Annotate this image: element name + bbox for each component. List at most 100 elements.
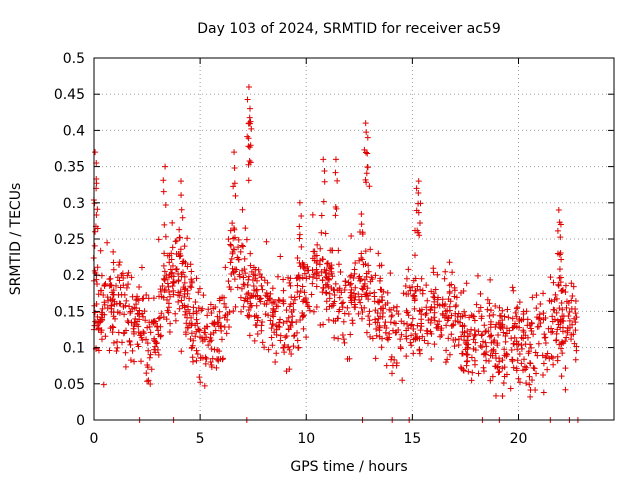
data-point: [464, 358, 471, 365]
data-point: [419, 287, 426, 294]
data-point: [164, 296, 171, 303]
data-point: [570, 331, 577, 338]
data-point: [281, 349, 288, 356]
data-point: [423, 282, 430, 289]
data-point: [196, 374, 203, 381]
data-point: [347, 331, 354, 338]
data-point: [405, 312, 412, 319]
data-point: [119, 339, 126, 346]
data-point: [164, 252, 171, 259]
data-point: [190, 337, 197, 344]
data-point: [188, 314, 195, 321]
data-point: [263, 238, 270, 245]
data-point: [181, 279, 188, 286]
data-point: [442, 359, 449, 366]
data-point: [179, 214, 186, 221]
data-point: [388, 313, 395, 320]
data-point: [357, 299, 364, 306]
data-point: [309, 280, 316, 287]
data-point: [173, 237, 180, 244]
data-point: [95, 347, 102, 354]
data-point: [348, 232, 355, 239]
data-point: [298, 243, 305, 250]
data-point: [256, 296, 263, 303]
y-axis-label: SRMTID / TECUs: [8, 183, 24, 296]
data-point: [306, 303, 313, 310]
data-point: [502, 338, 509, 345]
data-point: [463, 358, 470, 365]
data-point: [263, 301, 270, 308]
data-point: [161, 268, 168, 275]
y-tick-label: 0.35: [54, 160, 85, 176]
data-point: [92, 149, 99, 156]
data-point: [565, 300, 572, 307]
data-point: [259, 286, 266, 293]
data-point: [572, 356, 579, 363]
data-point: [239, 267, 246, 274]
data-point: [558, 340, 565, 347]
data-point: [377, 305, 384, 312]
data-point: [562, 365, 569, 372]
data-point: [355, 310, 362, 317]
data-point: [94, 313, 101, 320]
data-point: [188, 330, 195, 337]
data-point: [346, 355, 353, 362]
data-point: [258, 282, 265, 289]
data-point: [204, 323, 211, 330]
data-point: [527, 360, 534, 367]
data-point: [303, 334, 310, 341]
data-point: [317, 245, 324, 252]
data-point: [299, 283, 306, 290]
data-point: [428, 330, 435, 337]
data-point: [363, 170, 370, 177]
data-point: [359, 308, 366, 315]
data-point: [125, 281, 132, 288]
data-point: [415, 229, 422, 236]
data-point: [473, 301, 480, 308]
data-point: [156, 314, 163, 321]
data-point: [309, 267, 316, 274]
data-point: [283, 332, 290, 339]
data-point: [357, 277, 364, 284]
data-point: [178, 348, 185, 355]
data-point: [451, 293, 458, 300]
data-point: [186, 295, 193, 302]
data-point: [451, 343, 458, 350]
data-point: [418, 311, 425, 318]
data-point: [178, 297, 185, 304]
data-point: [557, 221, 564, 228]
data-point: [157, 332, 164, 339]
data-point: [337, 269, 344, 276]
data-point: [245, 83, 252, 90]
data-point: [286, 303, 293, 310]
data-point: [211, 321, 218, 328]
data-point: [339, 332, 346, 339]
data-point: [261, 277, 268, 284]
y-tick-label: 0.45: [54, 87, 85, 103]
data-point: [472, 339, 479, 346]
data-point: [297, 287, 304, 294]
data-point: [389, 327, 396, 334]
data-point: [328, 303, 335, 310]
data-point: [483, 357, 490, 364]
data-point: [332, 280, 339, 287]
data-point: [566, 309, 573, 316]
data-point: [514, 304, 521, 311]
data-point: [141, 308, 148, 315]
data-point: [418, 306, 425, 313]
data-point: [317, 257, 324, 264]
data-point: [112, 315, 119, 322]
data-point: [229, 250, 236, 257]
data-point: [468, 354, 475, 361]
data-point: [492, 363, 499, 370]
data-point: [230, 269, 237, 276]
data-point: [372, 307, 379, 314]
data-point: [462, 312, 469, 319]
data-point: [143, 336, 150, 343]
data-point: [431, 309, 438, 316]
data-point: [381, 322, 388, 329]
data-point: [446, 259, 453, 266]
data-point: [386, 330, 393, 337]
data-point: [95, 291, 102, 298]
data-point: [364, 134, 371, 141]
